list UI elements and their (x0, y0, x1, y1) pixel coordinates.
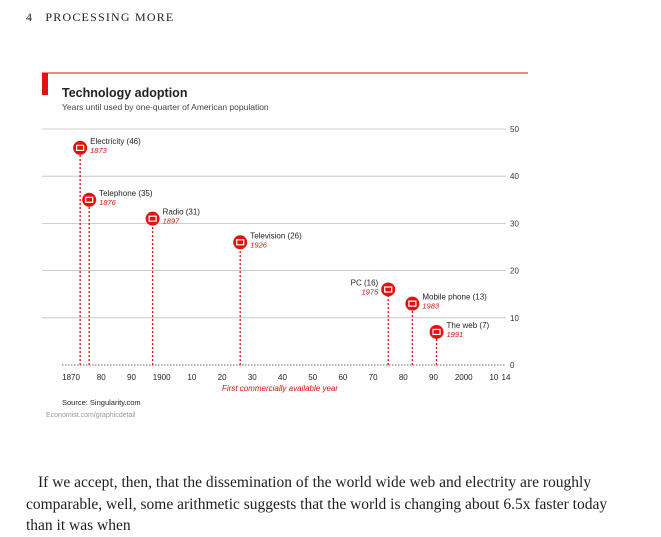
x-tick-label: 80 (97, 373, 106, 382)
chart-accent-block (42, 73, 48, 95)
x-tick-label: 60 (338, 373, 347, 382)
x-tick-label: 10 (187, 373, 196, 382)
data-label-name: Radio (31) (163, 208, 201, 217)
point-stems (79, 147, 438, 365)
chart-subtitle: Years until used by one-quarter of Ameri… (62, 102, 269, 112)
x-tick-label: 40 (278, 373, 287, 382)
lightning-bolt-icon (73, 140, 88, 155)
data-label-name: Telephone (35) (99, 189, 153, 198)
x-tick-label: 2000 (455, 373, 473, 382)
y-tick-label: 30 (510, 219, 519, 228)
chart-source: Source: Singularity.com (62, 398, 141, 407)
x-tick-label: 50 (308, 373, 317, 382)
mobile-phone-icon (405, 296, 420, 311)
y-tick-label: 20 (510, 267, 519, 276)
data-point-group: The web (7)1991 (429, 321, 490, 339)
telephone-icon (82, 192, 97, 207)
data-label-name: Mobile phone (13) (422, 293, 487, 302)
data-label-name: Television (26) (250, 231, 302, 240)
data-label-year: 1897 (163, 217, 181, 226)
data-label-year: 1876 (99, 198, 117, 207)
data-label-year: 1991 (447, 330, 464, 339)
icon-glyph (148, 215, 157, 222)
data-point-group: PC (16)1975 (351, 278, 396, 297)
gridlines (42, 128, 506, 366)
x-axis-label: First commercially available year (222, 384, 338, 393)
icon-glyph (384, 286, 393, 293)
globe-icon (429, 324, 444, 339)
radio-icon (145, 211, 160, 226)
data-point-group: Television (26)1926 (233, 231, 302, 250)
page-number: 4 (26, 10, 34, 24)
x-tick-label: 20 (218, 373, 227, 382)
x-tick-label: 10 (489, 373, 498, 382)
data-label-year: 1926 (250, 240, 268, 249)
chart-title: Technology adoption (62, 86, 187, 100)
x-tick-label: 90 (429, 373, 438, 382)
computer-icon (381, 282, 396, 297)
chart-credit: Economist.com/graphicdetail (46, 412, 136, 419)
body-paragraph-container: If we accept, then, that the disseminati… (26, 472, 626, 537)
television-icon (233, 235, 248, 250)
data-point-group: Mobile phone (13)1983 (405, 293, 487, 311)
chart-container: Technology adoption Years until used by … (42, 72, 528, 419)
data-point-group: Radio (31)1897 (145, 208, 201, 226)
body-paragraph: If we accept, then, that the disseminati… (26, 474, 608, 534)
icon-glyph (85, 196, 94, 203)
data-label-name: PC (16) (351, 278, 379, 287)
x-tick-label: 80 (399, 373, 408, 382)
x-tick-label: 14 (502, 373, 511, 382)
x-tick-label: 30 (248, 373, 257, 382)
icon-glyph (76, 144, 85, 151)
y-tick-label: 40 (510, 172, 519, 181)
y-tick-label: 10 (510, 314, 519, 323)
data-label-year: 1975 (362, 287, 380, 296)
x-tick-label: 70 (369, 373, 378, 382)
page-header: 4 PROCESSING MORE (26, 10, 174, 25)
data-label-name: The web (7) (447, 321, 490, 330)
x-tick-label: 1870 (62, 373, 80, 382)
y-axis-ticks: 0 10 20 30 40 50 (510, 125, 519, 370)
technology-adoption-chart: Technology adoption Years until used by … (42, 72, 528, 419)
data-point-group: Electricity (46)1873 (73, 137, 141, 155)
x-tick-label: 1900 (153, 373, 171, 382)
y-tick-label: 0 (510, 361, 515, 370)
data-label-year: 1873 (90, 146, 108, 155)
icon-glyph (408, 300, 417, 307)
x-tick-label: 90 (127, 373, 136, 382)
data-label-name: Electricity (46) (90, 137, 141, 146)
data-label-year: 1983 (422, 302, 440, 311)
x-axis-ticks: 1870 80 90 1900 10 20 30 40 50 60 70 80 90 2000 10 14 (62, 373, 511, 382)
icon-glyph (432, 328, 441, 336)
icon-glyph (236, 239, 245, 246)
chapter-title: PROCESSING MORE (45, 10, 175, 24)
data-point-group: Telephone (35)1876 (82, 189, 153, 207)
y-tick-label: 50 (510, 125, 519, 134)
